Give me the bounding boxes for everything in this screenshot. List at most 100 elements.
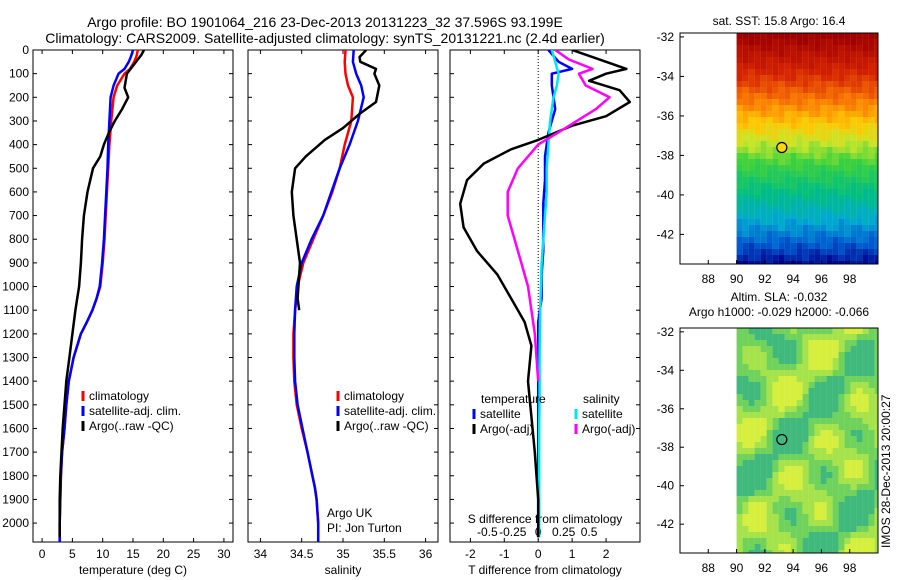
sst-cell bbox=[838, 231, 845, 237]
sla-cell bbox=[838, 514, 845, 520]
sst-cell bbox=[844, 177, 851, 183]
sla-cell bbox=[844, 376, 851, 382]
temperature-xtick-label: 25 bbox=[187, 547, 201, 561]
sst-cell bbox=[802, 231, 809, 237]
sst-cell bbox=[742, 243, 749, 249]
sst-cell bbox=[832, 195, 839, 201]
sla-cell bbox=[790, 388, 797, 394]
depth-tick-label: 1300 bbox=[2, 351, 29, 365]
sst-cell bbox=[742, 33, 749, 39]
sst-cell bbox=[778, 135, 785, 141]
sla-map-xtick-label: 92 bbox=[758, 561, 772, 575]
sla-cell bbox=[736, 358, 743, 364]
sst-cell bbox=[868, 237, 875, 243]
sla-cell bbox=[826, 520, 833, 526]
sst-cell bbox=[862, 51, 869, 57]
temperature-legend-label: Argo(..raw -QC) bbox=[89, 419, 174, 433]
sst-cell bbox=[856, 147, 863, 153]
sla-cell bbox=[742, 472, 749, 478]
sla-cell bbox=[832, 514, 839, 520]
sla-cell bbox=[850, 412, 857, 418]
sla-cell bbox=[772, 502, 779, 508]
sla-cell bbox=[742, 382, 749, 388]
sla-cell bbox=[868, 496, 875, 502]
sla-cell bbox=[850, 544, 857, 550]
sla-cell bbox=[844, 448, 851, 454]
sla-cell bbox=[766, 442, 773, 448]
sla-cell bbox=[766, 334, 773, 340]
sla-cell bbox=[820, 520, 827, 526]
sla-cell bbox=[778, 514, 785, 520]
sla-cell bbox=[868, 544, 875, 550]
sla-cell bbox=[736, 454, 743, 460]
sla-cell bbox=[754, 484, 761, 490]
sst-cell bbox=[874, 69, 878, 75]
sst-cell bbox=[784, 207, 791, 213]
sst-cell bbox=[748, 129, 755, 135]
sla-cell bbox=[778, 460, 785, 466]
sla-cell bbox=[856, 538, 863, 544]
sla-cell bbox=[820, 424, 827, 430]
sla-cell bbox=[760, 526, 767, 532]
sla-cell bbox=[814, 502, 821, 508]
sla-cell bbox=[766, 526, 773, 532]
sst-cell bbox=[862, 261, 869, 264]
sla-cell bbox=[826, 388, 833, 394]
sla-cell bbox=[760, 514, 767, 520]
figure-title-line-2: Climatology: CARS2009. Satellite-adjuste… bbox=[45, 30, 605, 46]
sla-cell bbox=[796, 424, 803, 430]
sst-cell bbox=[856, 93, 863, 99]
sst-cell bbox=[808, 111, 815, 117]
sla-cell bbox=[862, 526, 869, 532]
sst-cell bbox=[748, 237, 755, 243]
sla-cell bbox=[790, 520, 797, 526]
sla-cell bbox=[832, 490, 839, 496]
sst-cell bbox=[766, 207, 773, 213]
sla-cell bbox=[844, 328, 851, 334]
sst-cell bbox=[748, 249, 755, 255]
sla-cell bbox=[772, 346, 779, 352]
sst-cell bbox=[754, 135, 761, 141]
sla-cell bbox=[838, 466, 845, 472]
sla-cell bbox=[754, 430, 761, 436]
sst-cell bbox=[844, 171, 851, 177]
sla-cell bbox=[862, 466, 869, 472]
sla-cell bbox=[850, 472, 857, 478]
sla-cell bbox=[796, 478, 803, 484]
sst-cell bbox=[868, 87, 875, 93]
sla-cell bbox=[784, 544, 791, 550]
sla-cell bbox=[838, 340, 845, 346]
sst-cell bbox=[838, 123, 845, 129]
sst-cell bbox=[748, 213, 755, 219]
sla-cell bbox=[766, 358, 773, 364]
sla-cell bbox=[868, 538, 875, 544]
sst-cell bbox=[874, 87, 878, 93]
sst-cell bbox=[820, 81, 827, 87]
sst-cell bbox=[874, 111, 878, 117]
sla-cell bbox=[832, 448, 839, 454]
sst-cell bbox=[814, 195, 821, 201]
sst-cell bbox=[868, 51, 875, 57]
sla-cell bbox=[748, 448, 755, 454]
sst-cell bbox=[826, 111, 833, 117]
sla-cell bbox=[826, 526, 833, 532]
sla-cell bbox=[850, 448, 857, 454]
sla-cell bbox=[826, 400, 833, 406]
sst-cell bbox=[862, 81, 869, 87]
sst-cell bbox=[742, 135, 749, 141]
sst-cell bbox=[748, 261, 755, 264]
sst-cell bbox=[772, 255, 779, 261]
difference-series-group bbox=[458, 50, 632, 538]
salinity-xtick-label: 35 bbox=[336, 547, 350, 561]
sla-cell bbox=[868, 328, 875, 334]
depth-tick-label: 800 bbox=[9, 232, 29, 246]
sst-cell bbox=[736, 87, 743, 93]
sla-cell bbox=[838, 346, 845, 352]
sst-cell bbox=[742, 183, 749, 189]
sla-cell bbox=[796, 526, 803, 532]
sla-cell bbox=[802, 532, 809, 538]
sla-cell bbox=[838, 490, 845, 496]
sst-cell bbox=[778, 189, 785, 195]
sst-cell bbox=[784, 189, 791, 195]
sst-cell bbox=[748, 81, 755, 87]
